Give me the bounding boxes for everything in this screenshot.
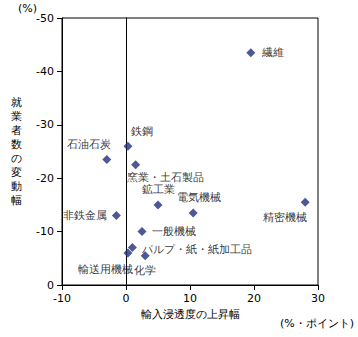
svg-text:窯業・土石製品: 窯業・土石製品 bbox=[127, 171, 204, 184]
svg-text:一般機械: 一般機械 bbox=[152, 225, 196, 238]
svg-text:-20: -20 bbox=[36, 172, 54, 185]
svg-text:-10: -10 bbox=[36, 225, 54, 238]
svg-text:精密機械: 精密機械 bbox=[263, 211, 307, 224]
svg-text:(%・ポイント): (%・ポイント) bbox=[280, 317, 354, 330]
svg-text:-50: -50 bbox=[36, 12, 54, 25]
svg-text:-30: -30 bbox=[36, 118, 54, 131]
svg-text:変: 変 bbox=[11, 166, 22, 179]
svg-text:0: 0 bbox=[123, 292, 130, 305]
svg-text:幅: 幅 bbox=[11, 194, 22, 207]
svg-text:鉄鋼: 鉄鋼 bbox=[131, 125, 153, 138]
svg-text:繊維: 繊維 bbox=[261, 46, 284, 59]
svg-text:数: 数 bbox=[11, 138, 22, 151]
svg-text:10: 10 bbox=[183, 292, 197, 305]
svg-text:鉱工業: 鉱工業 bbox=[142, 183, 175, 196]
svg-text:電気機械: 電気機械 bbox=[177, 191, 221, 204]
svg-text:-10: -10 bbox=[53, 292, 71, 305]
svg-text:30: 30 bbox=[311, 292, 325, 305]
svg-text:(%): (%) bbox=[18, 2, 37, 15]
svg-text:パルプ・紙・紙加工品: パルプ・紙・紙加工品 bbox=[141, 243, 252, 256]
svg-text:輸送用機械: 輸送用機械 bbox=[78, 263, 133, 276]
svg-text:の: の bbox=[11, 152, 22, 165]
svg-text:-40: -40 bbox=[36, 65, 54, 78]
svg-text:非鉄金属: 非鉄金属 bbox=[63, 209, 107, 222]
svg-text:輸入浸透度の上昇幅: 輸入浸透度の上昇幅 bbox=[141, 308, 240, 321]
svg-text:0: 0 bbox=[47, 279, 54, 292]
svg-text:就: 就 bbox=[11, 96, 22, 109]
svg-text:業: 業 bbox=[11, 110, 22, 123]
svg-text:動: 動 bbox=[11, 180, 22, 193]
svg-text:石油石炭: 石油石炭 bbox=[67, 138, 111, 151]
svg-text:20: 20 bbox=[247, 292, 261, 305]
svg-text:者: 者 bbox=[11, 124, 22, 137]
svg-text:化学: 化学 bbox=[134, 264, 156, 277]
